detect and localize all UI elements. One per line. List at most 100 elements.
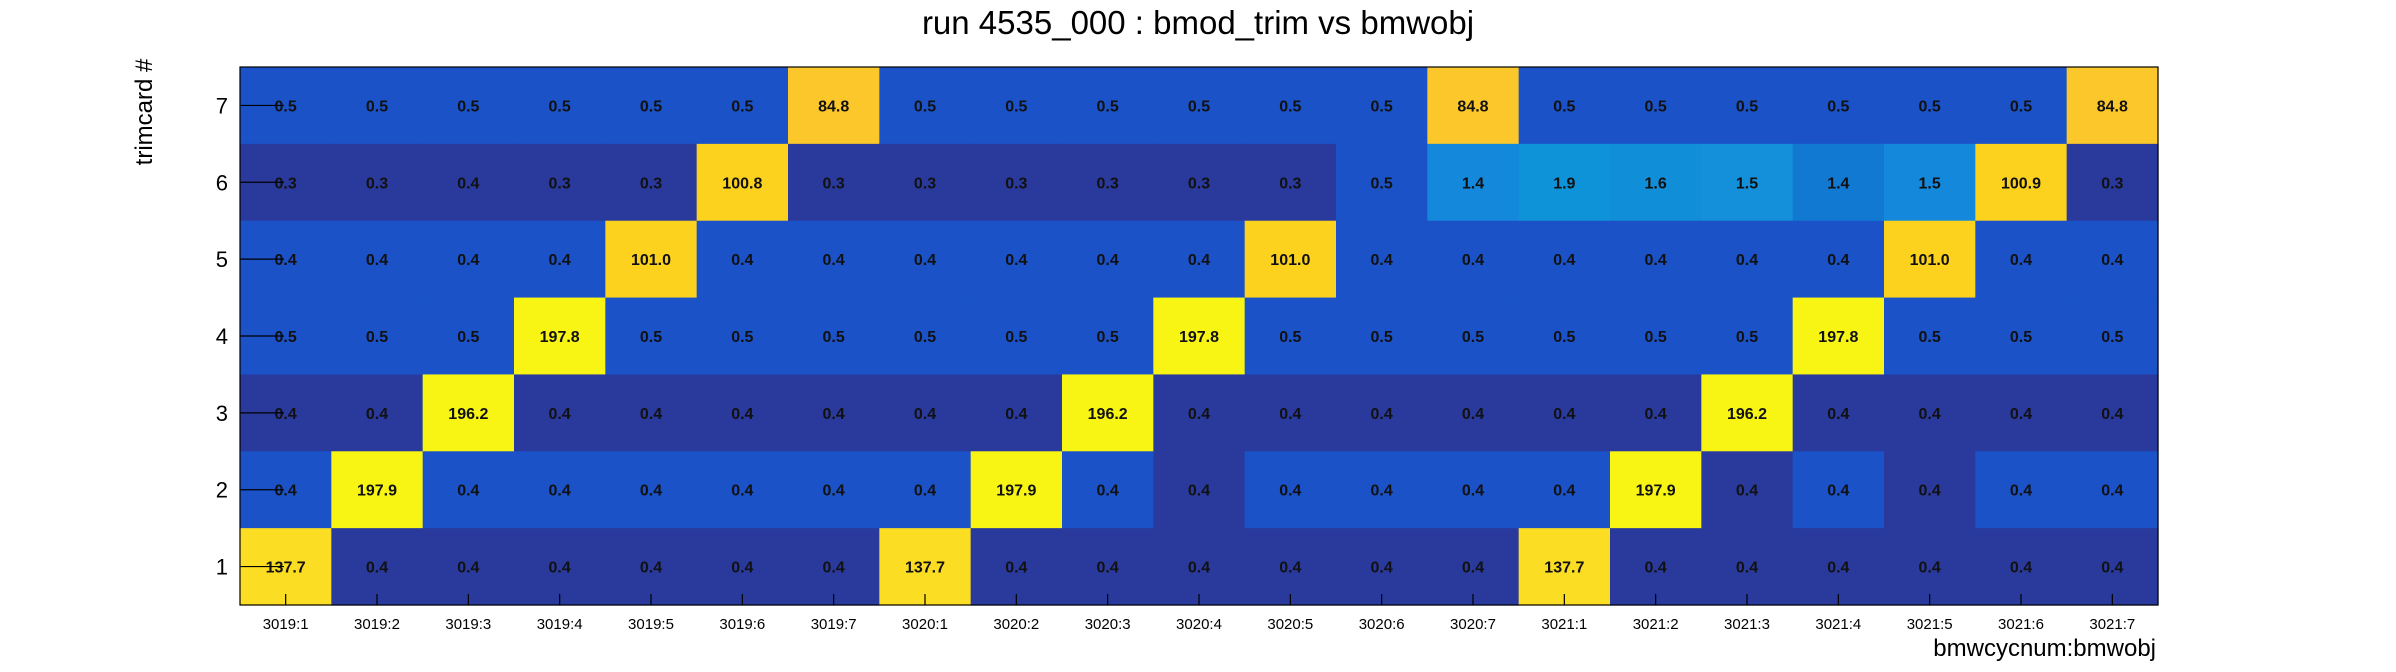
heatmap-cell (331, 528, 424, 606)
heatmap-cell (788, 143, 880, 222)
heatmap-cell (879, 297, 972, 376)
cell-value-label: 0.5 (914, 98, 936, 115)
heatmap-cell (1610, 143, 1702, 222)
heatmap-cell (879, 528, 972, 606)
heatmap-cell (331, 143, 424, 222)
cell-value-label: 196.2 (448, 406, 488, 423)
cell-value-label: 0.4 (1371, 406, 1393, 423)
heatmap-cell (1427, 297, 1520, 376)
heatmap-cell (1153, 220, 1246, 299)
cell-value-label: 0.3 (1279, 175, 1301, 192)
cell-value-label: 0.4 (1827, 483, 1849, 500)
heatmap-cell (331, 451, 424, 529)
cell-value-label: 0.4 (1005, 406, 1027, 423)
cell-value-label: 0.4 (2101, 483, 2123, 500)
y-tick-label: 5 (216, 247, 228, 272)
heatmap-cell (1884, 220, 1976, 299)
heatmap-cell (1244, 297, 1337, 376)
cell-value-label: 0.4 (1462, 560, 1484, 577)
heatmap-cell (788, 297, 880, 376)
heatmap-cell (1427, 451, 1520, 529)
cell-value-label: 0.4 (275, 483, 297, 500)
cell-value-label: 0.5 (1279, 98, 1301, 115)
cell-value-label: 0.5 (1919, 329, 1941, 346)
heatmap-cell (1336, 220, 1428, 299)
heatmap-cell (1975, 67, 2068, 145)
cell-value-label: 0.5 (366, 329, 388, 346)
cell-value-label: 0.4 (366, 252, 388, 269)
heatmap-cell (1427, 374, 1520, 452)
cell-value-label: 0.5 (1188, 98, 1210, 115)
cell-value-label: 196.2 (1727, 406, 1767, 423)
heatmap-cell (605, 451, 698, 529)
cell-value-label: 0.4 (823, 406, 845, 423)
cell-value-label: 0.4 (1827, 560, 1849, 577)
heatmap-cell (696, 451, 789, 529)
heatmap-cell (1792, 297, 1885, 376)
heatmap-cell (1975, 297, 2068, 376)
heatmap-cell (970, 528, 1063, 606)
x-tick-label: 3019:5 (628, 616, 674, 633)
heatmap-cell (1518, 528, 1611, 606)
cell-value-label: 0.4 (1097, 252, 1119, 269)
cell-value-label: 0.5 (2101, 329, 2123, 346)
y-axis-label: trimcard # (131, 58, 158, 165)
y-tick-label: 7 (216, 93, 228, 118)
heatmap-cell (1975, 528, 2068, 606)
cell-value-label: 84.8 (1457, 98, 1488, 115)
cell-value-label: 0.3 (640, 175, 662, 192)
heatmap-cell (1610, 374, 1702, 452)
cell-value-label: 0.4 (1005, 252, 1027, 269)
heatmap-cell (422, 297, 515, 376)
cell-value-label: 100.8 (722, 175, 762, 192)
heatmap-cell (1062, 297, 1154, 376)
heatmap-cells: 0.5 0.5 0.5 0.5 0.5 0.5 84.8 0.5 0.5 0.5 0.5 0.5 0.5… (240, 67, 2159, 606)
cell-value-label: 0.4 (731, 406, 753, 423)
heatmap-cell (1153, 143, 1246, 222)
cell-value-label: 0.5 (731, 329, 753, 346)
cell-value-label: 0.4 (549, 560, 571, 577)
heatmap-cell (1884, 451, 1976, 529)
cell-value-label: 0.4 (1462, 406, 1484, 423)
cell-value-label: 0.4 (549, 252, 571, 269)
cell-value-label: 0.4 (1462, 252, 1484, 269)
cell-value-label: 0.5 (275, 329, 297, 346)
heatmap-cell (1884, 143, 1976, 222)
heatmap-cell (2066, 451, 2159, 529)
heatmap-cell (1244, 374, 1337, 452)
cell-value-label: 0.5 (1553, 98, 1575, 115)
heatmap-cell (970, 220, 1063, 299)
heatmap-cell (605, 220, 698, 299)
heatmap-cell (605, 297, 698, 376)
heatmap-cell (1244, 143, 1337, 222)
heatmap-cell (1701, 374, 1794, 452)
heatmap-cell (1975, 220, 2068, 299)
cell-value-label: 0.4 (1188, 252, 1210, 269)
heatmap-cell (879, 374, 972, 452)
cell-value-label: 0.4 (1371, 560, 1393, 577)
cell-value-label: 0.4 (275, 252, 297, 269)
cell-value-label: 0.4 (1371, 483, 1393, 500)
cell-value-label: 0.5 (640, 329, 662, 346)
cell-value-label: 0.5 (275, 98, 297, 115)
heatmap-cell (1610, 220, 1702, 299)
cell-value-label: 0.5 (823, 329, 845, 346)
cell-value-label: 0.4 (457, 252, 479, 269)
cell-value-label: 0.3 (914, 175, 936, 192)
cell-value-label: 0.5 (457, 98, 479, 115)
heatmap-cell (1336, 374, 1428, 452)
heatmap-cell (1062, 528, 1154, 606)
cell-value-label: 137.7 (905, 560, 945, 577)
heatmap-cell (422, 220, 515, 299)
y-tick-label: 4 (216, 324, 228, 349)
x-tick-label: 3020:6 (1359, 616, 1405, 633)
x-axis-label: bmwcycnum:bmwobj (1933, 635, 2156, 662)
heatmap-cell (1427, 528, 1520, 606)
x-tick-label: 3021:3 (1724, 616, 1770, 633)
heatmap-cell (331, 297, 424, 376)
cell-value-label: 0.5 (1371, 329, 1393, 346)
heatmap-cell (879, 220, 972, 299)
heatmap-cell (1427, 67, 1520, 145)
cell-value-label: 0.3 (823, 175, 845, 192)
